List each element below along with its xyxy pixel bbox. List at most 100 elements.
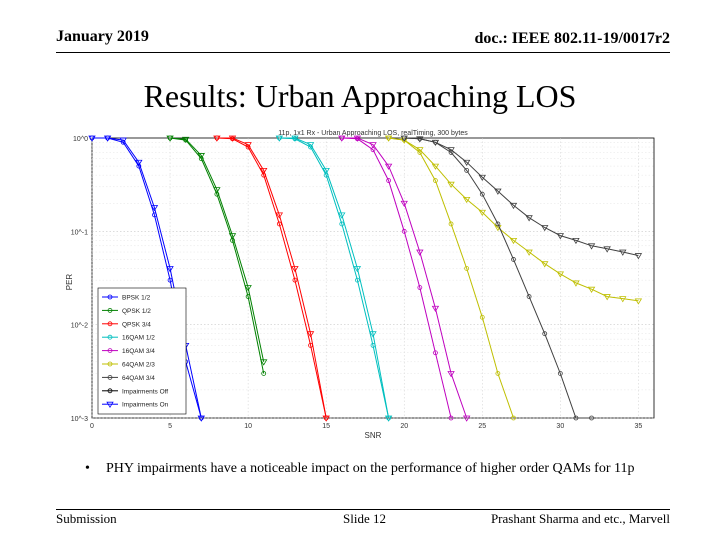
data-point-circle [448,221,454,227]
data-point-triangle [166,135,174,142]
data-point-triangle [556,233,565,240]
y-tick-label: 10^-1 [71,229,88,236]
footer-authors: Prashant Sharma and etc., Marvell [490,511,670,526]
data-point-circle [589,415,594,421]
data-point-triangle [462,415,471,422]
data-point-triangle [541,261,549,268]
data-point-triangle [369,331,377,338]
data-point-triangle [260,359,268,366]
data-point-triangle [619,249,627,256]
series-line [216,137,327,419]
footer-slide-number: Slide 12 [343,511,386,526]
legend-label: 16QAM 3/4 [122,348,155,355]
legend-label: Impairments On [122,402,169,409]
x-tick-label: 25 [478,423,486,430]
data-point-triangle [150,205,159,212]
series-line [279,137,390,419]
data-point-triangle [400,200,408,208]
data-point-triangle [291,135,299,142]
data-point-triangle [275,135,284,142]
data-point-circle [542,331,548,337]
x-tick-label: 10 [244,423,252,430]
data-point-circle [479,314,485,320]
legend-label: BPSK 1/2 [122,295,151,302]
data-point-circle [573,415,579,421]
data-point-circle [107,374,113,380]
data-point-circle [495,371,501,376]
y-axis-label: PER [65,274,74,291]
series-16qam-1-2-impairments-on [275,135,393,422]
data-point-circle [292,277,298,283]
data-point-triangle [306,331,315,338]
data-point-triangle [106,401,114,408]
series-line [388,137,514,419]
series-64qam-3-4-impairments-on [400,135,643,260]
data-point-triangle [634,298,643,305]
data-point-triangle [572,280,580,287]
legend: BPSK 1/2 QPSK 1/2 QPSK 3/4 16QAM 1/2 16QAM 3… [97,287,187,415]
data-point-triangle [431,163,440,170]
data-point-circle [107,294,113,300]
data-point-circle [464,266,470,271]
data-point-triangle [228,233,237,240]
data-point-circle [526,294,532,299]
x-tick-label: 35 [634,423,642,430]
data-point-triangle [228,135,237,142]
series-line [170,137,265,374]
data-point-triangle [244,142,252,149]
legend-label: Impairments Off [122,388,168,395]
data-point-circle [464,167,470,173]
legend-label: 64QAM 3/4 [122,375,155,382]
data-point-triangle [197,153,205,160]
x-axis-ticks: 0 5 10 15 20 25 30 35 [90,423,642,430]
data-point-triangle [181,136,190,144]
data-point-circle [386,178,392,183]
data-point-circle [417,285,423,290]
data-point-triangle [556,271,565,278]
data-point-circle [479,191,485,197]
data-point-triangle [525,215,533,222]
series-qpsk-3-4-impairments-on [213,135,330,422]
data-point-circle [433,178,438,183]
x-tick-label: 20 [400,423,408,430]
data-point-triangle [603,246,611,253]
header-doc-id: doc.: IEEE 802.11-19/0017r2 [474,30,670,47]
data-point-triangle [384,135,393,142]
data-point-triangle [431,139,440,147]
data-point-triangle [572,237,580,245]
data-point-triangle [306,142,315,149]
legend-label: QPSK 3/4 [122,321,151,328]
data-point-triangle [135,159,143,167]
slide-title: Results: Urban Approaching LOS [143,78,577,114]
data-point-triangle [447,181,455,188]
data-point-triangle [384,415,393,422]
series-line [170,137,265,362]
data-point-circle [107,361,113,367]
series-group [88,135,643,422]
series-qpsk-1-2-impairments-on [166,135,268,366]
data-point-triangle [384,163,393,170]
data-point-triangle [509,202,518,210]
grid-lines [91,138,654,419]
data-point-triangle [275,212,284,219]
data-point-circle [433,350,438,356]
data-point-circle [261,371,267,376]
data-point-triangle [447,371,455,378]
data-point-triangle [369,142,377,149]
series-line [279,137,390,419]
x-tick-label: 30 [556,423,564,430]
data-point-triangle [291,266,299,273]
data-point-triangle [541,225,549,232]
y-tick-label: 10^-2 [71,323,88,330]
data-point-triangle [119,137,127,144]
data-point-circle [401,228,407,234]
bullet-marker: • [85,461,90,476]
data-point-circle [107,334,113,340]
data-point-triangle [400,135,408,142]
data-point-triangle [462,159,471,167]
y-tick-label: 10^-3 [71,416,88,423]
data-point-triangle [431,305,440,313]
data-point-circle [511,257,516,262]
data-point-triangle [322,415,330,422]
legend-label: 16QAM 1/2 [122,335,155,342]
